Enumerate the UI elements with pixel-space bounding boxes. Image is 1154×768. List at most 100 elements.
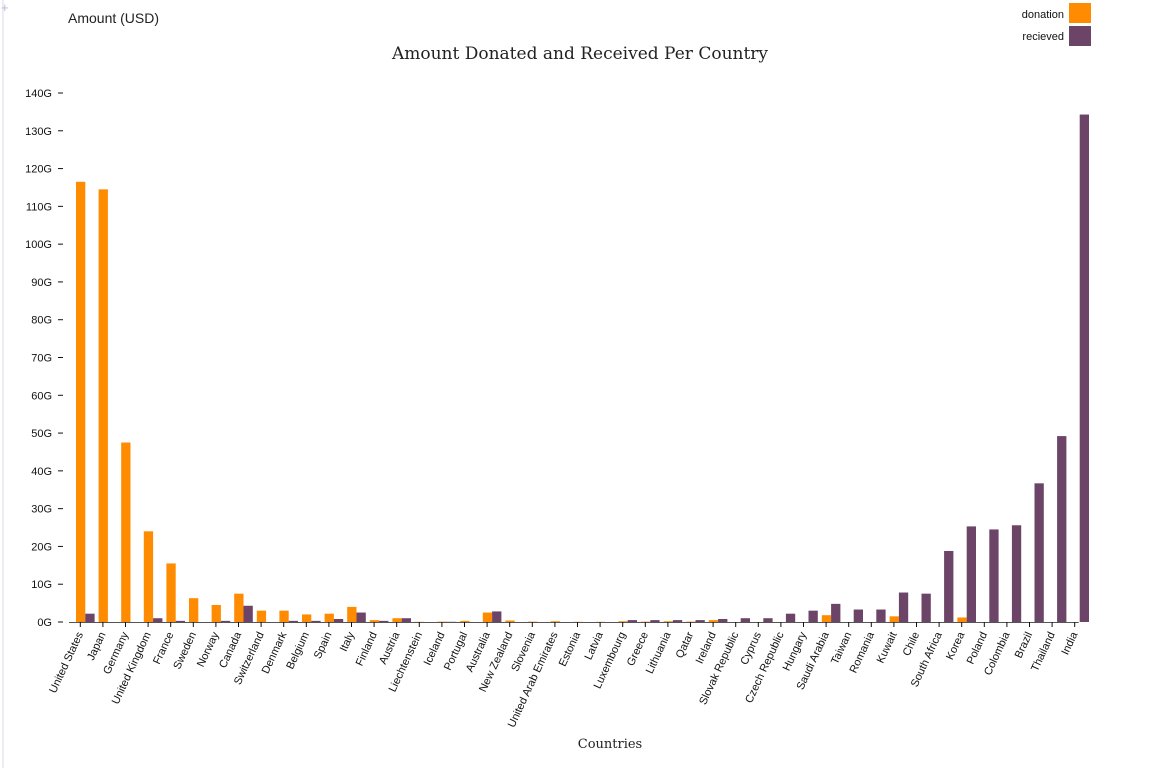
bar-recieved: [356, 612, 366, 622]
bar-recieved: [243, 605, 253, 622]
plus-icon: +: [1, 0, 9, 15]
x-tick-label: United States: [47, 630, 86, 695]
bar-recieved: [153, 618, 163, 622]
bar-recieved: [220, 620, 231, 622]
y-tick-label: 70G: [31, 353, 52, 365]
bar-donation: [98, 189, 108, 622]
x-tick-label: Chile: [901, 630, 922, 658]
bar-recieved: [989, 529, 999, 622]
y-tick-label: 80G: [31, 315, 52, 327]
bar-donation: [302, 614, 312, 622]
legend-label-recieved: recieved: [1022, 31, 1064, 43]
bar-donation: [889, 616, 899, 622]
bar-donation: [437, 621, 447, 623]
x-tick-label: Qatar: [674, 630, 697, 660]
bar-donation: [550, 621, 560, 622]
x-tick-label: Ireland: [694, 630, 719, 666]
bar-donation: [663, 621, 673, 622]
y-tick-label: 0G: [37, 617, 52, 629]
legend: donation recieved: [1022, 3, 1091, 46]
bar-recieved: [876, 609, 886, 622]
bar-recieved: [1034, 483, 1044, 622]
bar-donation: [957, 617, 967, 622]
bar-donation: [641, 621, 651, 623]
bar-recieved: [853, 609, 863, 622]
bar-recieved: [627, 620, 637, 622]
x-tick-label: Spain: [312, 630, 335, 661]
bar-recieved: [944, 550, 954, 622]
bar-donation: [121, 442, 131, 622]
bar-recieved: [718, 618, 728, 622]
bar-recieved: [740, 618, 750, 622]
x-tick-label: Taiwan: [829, 630, 854, 666]
x-tick-label: Estonia: [557, 629, 584, 668]
y-tick-label: 130G: [25, 126, 52, 138]
bar-donation: [392, 618, 402, 622]
bar-recieved: [966, 526, 976, 622]
x-tick-label: Poland: [965, 630, 990, 666]
x-axis-label: Countries: [578, 737, 642, 752]
bar-donation: [708, 620, 719, 622]
x-tick-label: Brazil: [1013, 630, 1036, 660]
bar-recieved: [492, 611, 502, 622]
chart-title: Amount Donated and Received Per Country: [391, 44, 768, 64]
y-tick-label: 60G: [31, 390, 52, 402]
bar-recieved: [175, 620, 185, 622]
bar-donation: [234, 593, 244, 622]
y-tick-label: 20G: [31, 541, 52, 553]
bar-donation: [166, 563, 176, 622]
y-tick-label: 90G: [31, 277, 52, 289]
y-tick-label: 120G: [25, 164, 52, 176]
bar-recieved: [921, 593, 931, 622]
bar-recieved: [379, 620, 389, 622]
bar-donation: [189, 598, 199, 622]
bar-recieved: [333, 618, 344, 622]
bar-recieved: [311, 620, 321, 622]
bar-recieved: [695, 620, 705, 622]
bar-donation: [528, 621, 538, 623]
bar-recieved: [401, 618, 411, 622]
x-tick-label: India: [1059, 629, 1080, 656]
bar-recieved: [831, 603, 841, 622]
y-tick-label: 110G: [26, 201, 52, 213]
x-tick-label: Latvia: [583, 629, 607, 661]
bar-recieved: [1057, 436, 1067, 622]
bar-donation: [369, 620, 380, 622]
y-tick-label: 140G: [25, 88, 52, 100]
y-tick-label: 10G: [31, 579, 52, 591]
bar-donation: [324, 613, 334, 622]
y-tick-label: 100G: [25, 239, 52, 251]
x-tick-label: Italy: [338, 630, 358, 654]
bar-donation: [618, 621, 628, 622]
bar-donation: [279, 610, 289, 622]
y-tick-label: 50G: [31, 428, 52, 440]
bar-donation: [821, 615, 832, 622]
legend-swatch-donation: [1069, 3, 1091, 23]
bar-recieved: [672, 620, 683, 622]
y-tick-label: 40G: [31, 466, 52, 478]
legend-swatch-recieved: [1069, 26, 1091, 46]
x-tick-label: Finland: [354, 630, 380, 668]
bar-recieved: [1079, 114, 1089, 623]
bar-recieved: [1011, 525, 1022, 622]
bar-donation: [505, 620, 515, 622]
bar-recieved: [808, 610, 818, 622]
bar-donation: [143, 531, 154, 622]
bar-donation: [211, 604, 221, 622]
y-tick-label: 30G: [31, 504, 52, 516]
bar-donation: [686, 621, 696, 623]
y-axis: 0G 10G 20G 30G 40G 50G 60G 70G 80G 90G 100G 110G 120…: [25, 88, 63, 629]
bar-recieved: [763, 618, 773, 622]
bars-group: [76, 114, 1089, 623]
y-axis-label: Amount (USD): [68, 10, 159, 26]
bar-donation: [256, 610, 267, 622]
x-tick-label: Korea: [944, 629, 968, 661]
legend-label-donation: donation: [1022, 9, 1064, 21]
bar-recieved: [898, 592, 909, 622]
bar-recieved: [288, 620, 298, 622]
bar-donation: [347, 606, 357, 622]
bar-donation: [460, 620, 470, 622]
x-tick-label: Kuwait: [875, 630, 900, 665]
bar-recieved: [650, 620, 660, 622]
